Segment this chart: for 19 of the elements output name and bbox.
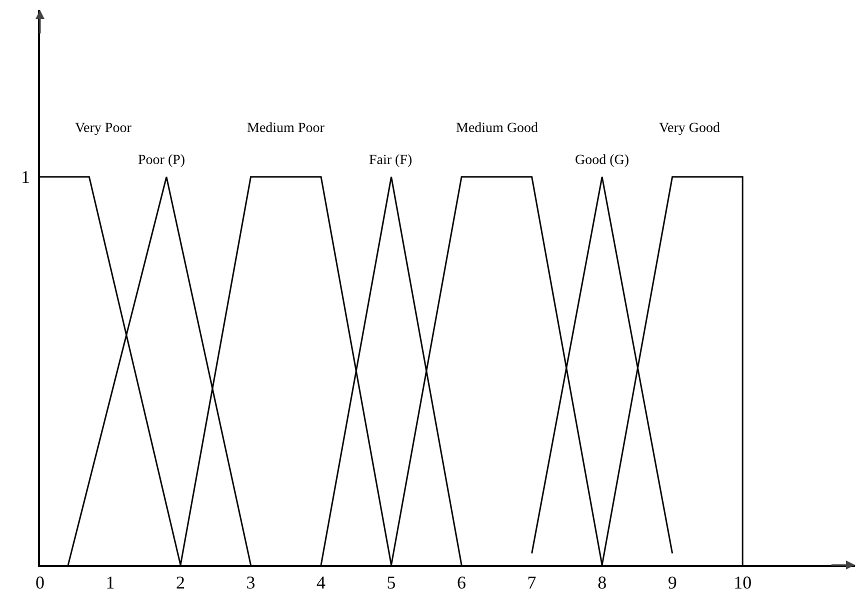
x-tick-label: 10 (734, 572, 752, 592)
x-tick-label: 9 (668, 572, 677, 592)
x-tick-label: 7 (527, 572, 536, 592)
x-tick-label: 3 (246, 572, 256, 592)
text: Very Poor (75, 121, 132, 136)
x-tick-label: 6 (457, 572, 466, 592)
x-tick-label: 8 (598, 572, 607, 592)
text: 1 (21, 167, 30, 187)
series-label: Fair (F) (369, 153, 412, 168)
x-tick-label: 4 (316, 572, 326, 592)
x-tick-label: 5 (386, 572, 396, 592)
series-label: Good (G) (575, 153, 630, 168)
series-label: Poor (P) (138, 153, 186, 168)
text: Very Good (659, 121, 720, 136)
x-tick-label: 1 (106, 572, 115, 592)
x-tick-label: 0 (36, 572, 44, 592)
text: Medium Poor (247, 121, 325, 136)
text: Medium Good (456, 121, 538, 136)
x-tick-label: 2 (176, 572, 186, 592)
